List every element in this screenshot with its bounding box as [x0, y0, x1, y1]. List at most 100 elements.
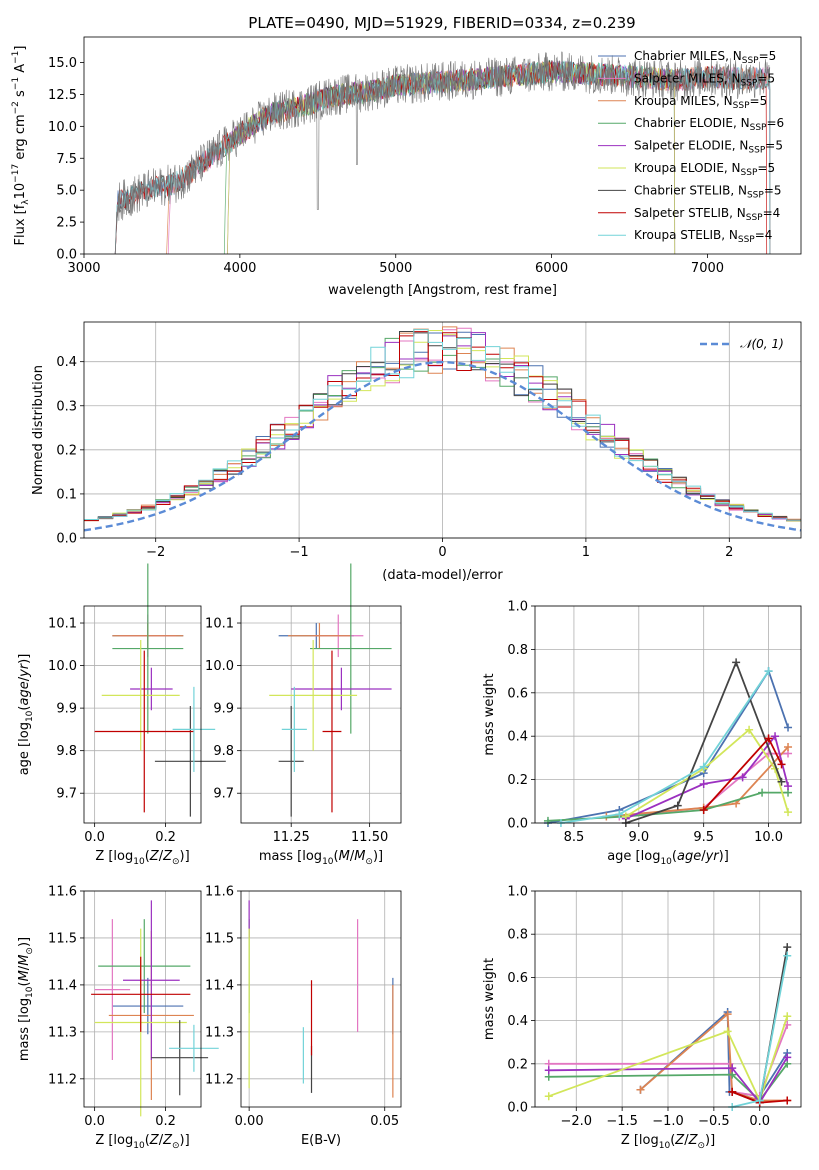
legend-value: =6: [766, 116, 784, 130]
weight-marker: [755, 1096, 764, 1105]
legend-entry: Salpeter STELIB, NSSP=4: [634, 206, 780, 223]
legend-model: Salpeter ELODIE, N: [634, 139, 748, 153]
label-part: yr: [705, 849, 721, 864]
y-tick-label: 9.8: [56, 744, 77, 759]
label-part: 10: [25, 986, 35, 998]
label-part: Z: [674, 1133, 685, 1148]
x-tick-label: 6000: [535, 261, 568, 276]
weight-marker: [636, 1085, 645, 1094]
legend-value: =5: [765, 139, 783, 153]
y-tick-label: 2.5: [56, 216, 77, 231]
weight-marker: [783, 1012, 792, 1021]
y-tick-label: 0.8: [507, 928, 528, 943]
x-tick-label: 0.2: [155, 830, 176, 845]
label-part: (: [334, 849, 339, 864]
label-part: (: [17, 706, 32, 711]
weight-marker: [732, 658, 741, 667]
label-part: E(B-V): [301, 1133, 341, 1148]
label-part: mass weight: [482, 958, 497, 1040]
label-part: s: [13, 90, 28, 101]
ageZ-xlabel: Z [log10(Z/Z⊙)]: [95, 849, 189, 867]
x-tick-label: 0: [438, 545, 446, 560]
legend-sub: SSP: [746, 213, 763, 223]
label-part: )]: [373, 849, 383, 864]
label-part: )]: [180, 1133, 190, 1148]
label-part: mass [log: [259, 849, 322, 864]
x-tick-label: −1.0: [652, 1114, 684, 1129]
x-tick-label: 10.0: [754, 830, 783, 845]
y-tick-label: 11.5: [205, 931, 234, 946]
legend-model: Chabrier ELODIE, N: [634, 116, 750, 130]
label-part: ⊙: [365, 857, 373, 867]
y-tick-label: 11.2: [205, 1072, 234, 1087]
spectrum-series: [227, 60, 676, 254]
x-tick-label: 11.50: [351, 830, 388, 845]
x-tick-label: 4000: [223, 261, 256, 276]
y-tick-label: 9.7: [213, 787, 234, 802]
label-part: ]: [13, 46, 28, 51]
label-part: (: [670, 1133, 675, 1148]
wAge-xlabel: age [log10(age/yr)]: [607, 849, 729, 867]
weight-line: [548, 1056, 788, 1105]
legend-model: Salpeter STELIB, N: [634, 206, 746, 220]
spectrum-lines: [114, 51, 771, 254]
label-part: M: [17, 955, 32, 966]
label-part: erg cm: [13, 114, 28, 163]
x-tick-label: 5000: [379, 261, 412, 276]
label-part: age: [17, 681, 32, 705]
weight-marker: [699, 762, 708, 771]
spectrum-title: PLATE=0490, MJD=51929, FIBERID=0334, z=0…: [248, 14, 635, 32]
label-part: age [log: [607, 849, 660, 864]
legend-sub: SSP: [738, 235, 755, 245]
legend-entry: Salpeter MILES, NSSP=5: [634, 71, 775, 88]
y-tick-label: 1.0: [507, 885, 528, 900]
y-tick-label: 15.0: [48, 56, 77, 71]
y-tick-label: 0.4: [56, 355, 77, 370]
y-tick-label: 11.5: [48, 931, 77, 946]
y-tick-label: 0.4: [507, 1014, 528, 1029]
label-part: M: [354, 849, 365, 864]
wAge-ylabel: mass weight: [482, 673, 497, 755]
label-part: −1: [11, 51, 21, 64]
label-part: λ: [21, 199, 31, 205]
y-tick-label: 11.2: [48, 1072, 77, 1087]
residuals-xlabel: (data-model)/error: [382, 568, 503, 583]
x-tick-label: −0.5: [698, 1114, 730, 1129]
weight-marker: [784, 743, 793, 752]
legend-sub: SSP: [750, 123, 767, 133]
y-tick-label: 1.0: [507, 600, 528, 615]
weight-marker: [615, 810, 624, 819]
label-part: ⊙: [25, 947, 35, 955]
label-part: (: [145, 849, 150, 864]
legend-model: Kroupa ELODIE, N: [634, 161, 741, 175]
gaussian-legend-label: 𝒩(0, 1): [740, 337, 784, 351]
x-tick-label: 0.05: [370, 1114, 399, 1129]
legend-entry: Kroupa MILES, NSSP=5: [634, 94, 767, 111]
y-tick-label: 10.0: [48, 659, 77, 674]
weight-line: [625, 659, 783, 824]
ageM-xlabel: mass [log10(M/M⊙)]: [259, 849, 383, 867]
x-tick-label: 0.0: [749, 1114, 770, 1129]
massZ-ylabel: mass [log10(M/M⊙)]: [17, 937, 35, 1061]
label-part: mass weight: [482, 673, 497, 755]
label-part: )]: [719, 849, 729, 864]
wZ-ylabel: mass weight: [482, 958, 497, 1040]
label-part: ⊙: [172, 1141, 180, 1151]
spectrum-frame: [83, 36, 802, 255]
frame-age-vs-mass: [240, 605, 402, 824]
y-tick-label: 0.2: [507, 1057, 528, 1072]
weight-marker: [758, 788, 767, 797]
y-tick-label: 0.0: [56, 532, 77, 547]
x-tick-label: 1: [582, 545, 590, 560]
errorbars-age-vs-Z: [94, 563, 226, 817]
weight-marker: [784, 808, 793, 817]
x-tick-label: 9.0: [628, 830, 649, 845]
observed-spectrum: [114, 51, 771, 254]
label-part: Normed distribution: [31, 365, 46, 495]
label-part: 10: [322, 857, 334, 867]
massZ-xlabel: Z [log10(Z/Z⊙)]: [95, 1133, 189, 1151]
label-part: M: [17, 970, 32, 981]
legend-entry: Chabrier MILES, NSSP=5: [634, 49, 776, 66]
axes-weight-vs-age: 8.5 9.0 9.5 10.0 0.0 0.2 0.4 0.6 0.8 1.0: [507, 600, 801, 845]
